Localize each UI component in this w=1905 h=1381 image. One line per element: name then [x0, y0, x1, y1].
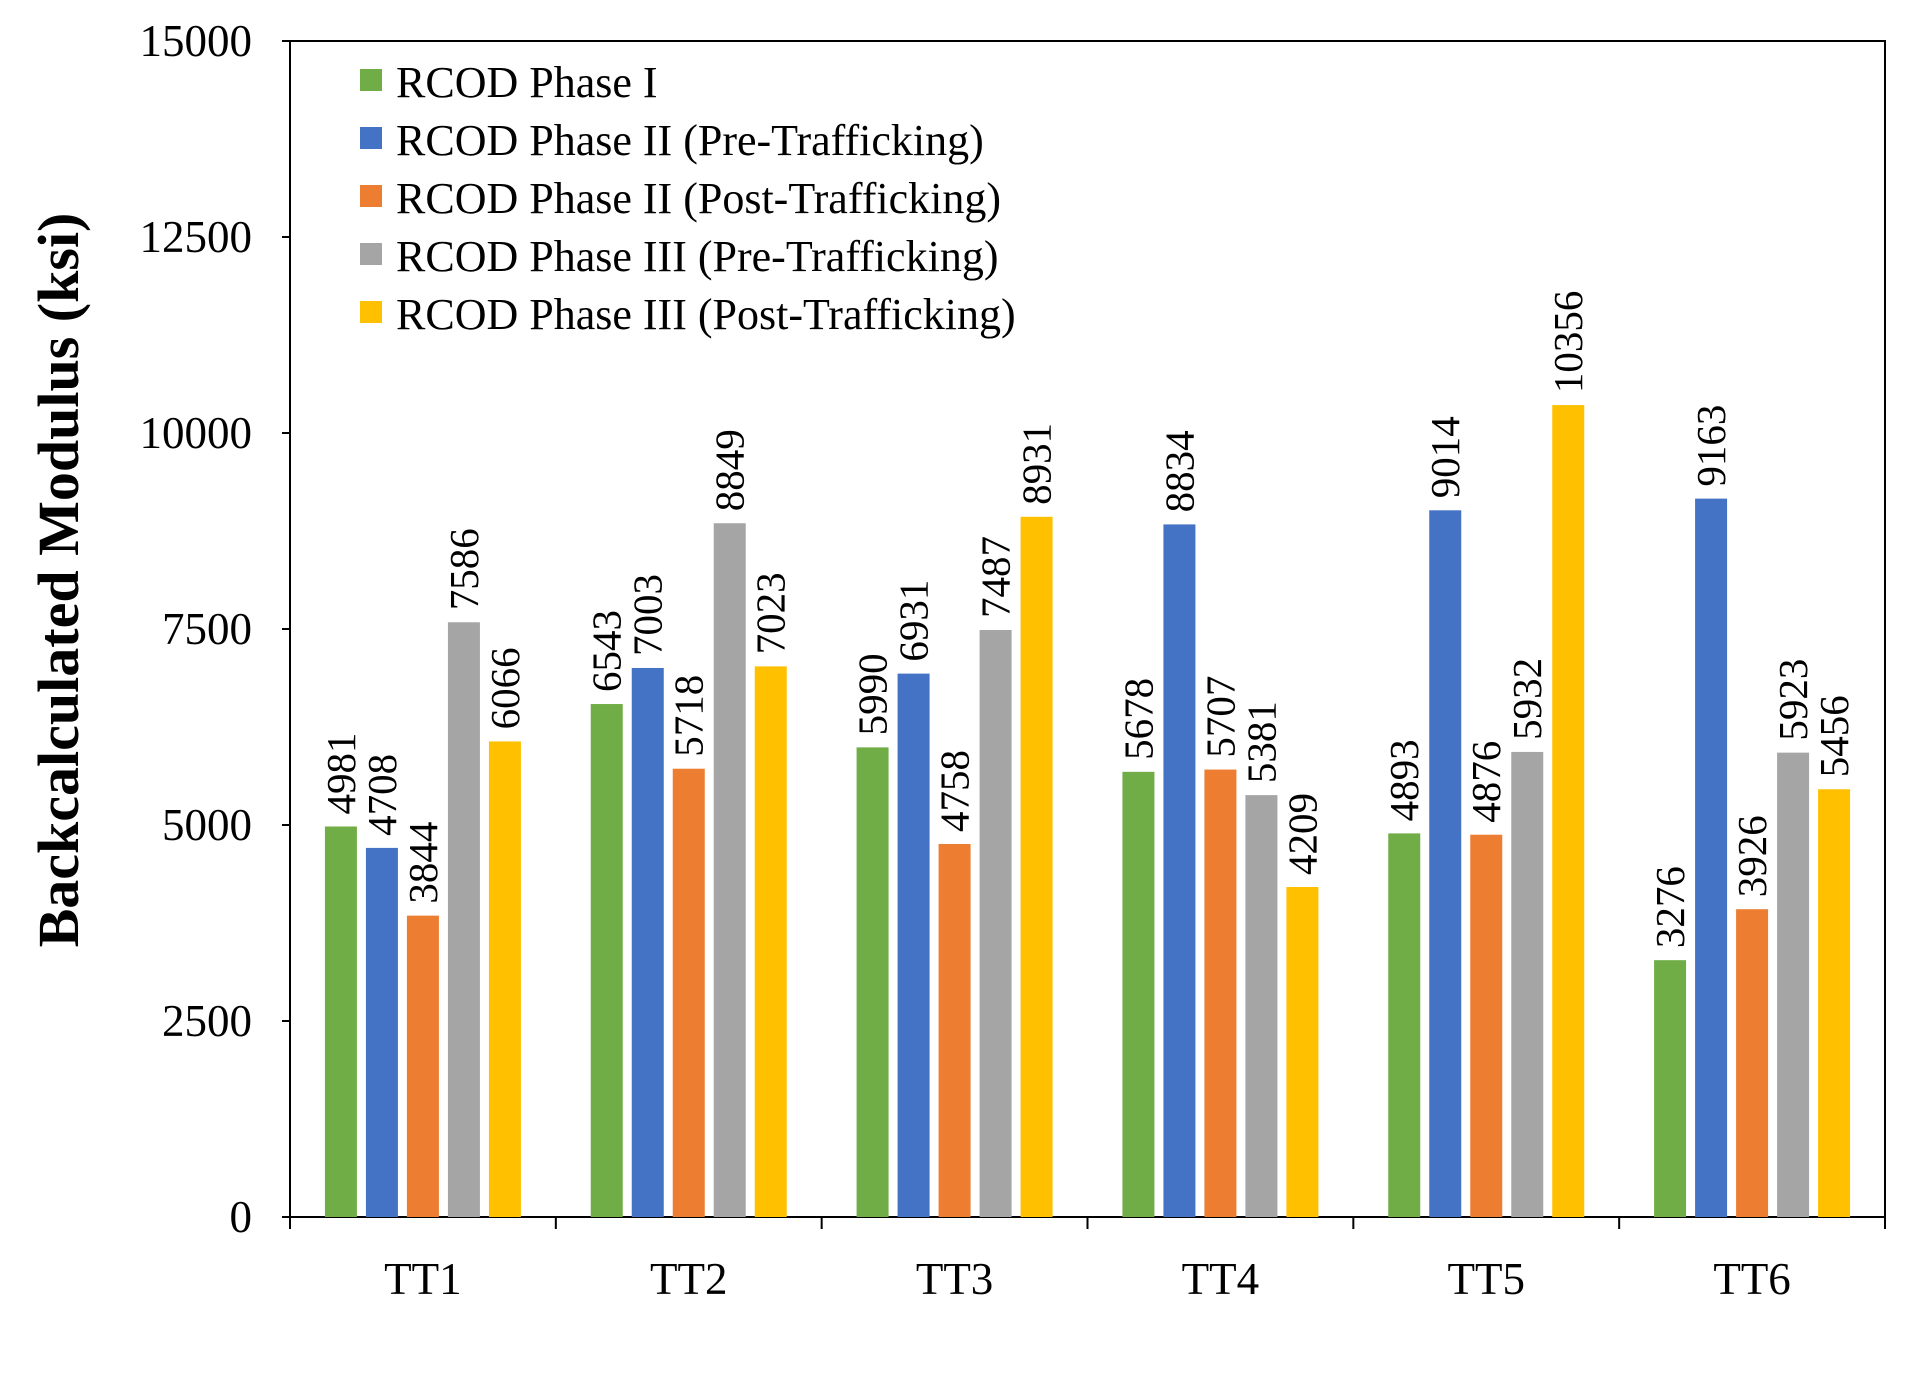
data-label: 6543: [584, 610, 630, 692]
data-label: 10356: [1545, 291, 1591, 394]
bar: [1695, 498, 1728, 1217]
legend-swatch: [360, 69, 382, 91]
bar: [1429, 510, 1462, 1218]
data-label: 7487: [973, 536, 1019, 618]
data-label: 4708: [359, 754, 405, 836]
data-label: 8849: [707, 429, 753, 511]
bar: [488, 741, 521, 1217]
data-label: 8834: [1156, 430, 1202, 512]
y-axis-title: Backcalculated Modulus (ksi): [26, 213, 91, 948]
data-label: 5718: [666, 675, 712, 757]
data-label: 4876: [1463, 741, 1509, 823]
y-tick-label: 2500: [162, 996, 252, 1046]
bars: [324, 405, 1851, 1218]
bar: [1736, 909, 1769, 1217]
bar: [754, 666, 787, 1217]
bar: [1777, 752, 1810, 1217]
data-label: 4758: [932, 750, 978, 832]
bar: [1286, 887, 1319, 1217]
bar: [672, 768, 705, 1217]
y-tick-label: 12500: [140, 212, 253, 262]
data-label: 6931: [891, 580, 937, 662]
data-label: 9014: [1422, 416, 1468, 498]
legend-swatch: [360, 185, 382, 207]
data-label: 3926: [1729, 815, 1775, 897]
y-tick-label: 10000: [140, 408, 253, 458]
bar: [1654, 960, 1687, 1217]
bar: [1204, 769, 1237, 1217]
legend-label: RCOD Phase II (Post-Trafficking): [396, 174, 1001, 223]
bar: [1020, 516, 1053, 1217]
legend-label: RCOD Phase III (Pre-Trafficking): [396, 232, 998, 281]
bar: [365, 847, 398, 1217]
bar: [631, 667, 664, 1217]
data-labels: 4981 6543 5990 5678 4893 3276 4708 7003 6931 8834…: [318, 291, 1857, 949]
data-label: 5456: [1811, 695, 1857, 777]
x-category-label: TT5: [1448, 1254, 1525, 1304]
data-label: 5678: [1115, 678, 1161, 760]
y-tick-label: 15000: [140, 16, 253, 66]
bar: [1818, 789, 1851, 1217]
x-axis: TT1 TT2 TT3 TT4 TT5 TT6: [289, 1217, 1886, 1304]
bar: [897, 673, 930, 1217]
bar: [856, 747, 889, 1217]
data-label: 7003: [625, 574, 671, 656]
x-category-label: TT6: [1713, 1254, 1790, 1304]
data-label: 5923: [1770, 659, 1816, 741]
bar: [1245, 795, 1278, 1217]
data-label: 9163: [1688, 405, 1734, 487]
bar: [1470, 834, 1503, 1217]
bar: [938, 843, 971, 1217]
bar: [1552, 405, 1585, 1217]
legend-label: RCOD Phase II (Pre-Trafficking): [396, 116, 984, 165]
data-label: 8931: [1014, 423, 1060, 505]
bar: [406, 915, 439, 1217]
x-category-label: TT1: [384, 1254, 461, 1304]
data-label: 6066: [482, 647, 528, 729]
y-tick-label: 7500: [162, 604, 252, 654]
bar: [324, 826, 357, 1217]
data-label: 4893: [1381, 739, 1427, 821]
x-category-label: TT4: [1182, 1254, 1259, 1304]
legend: RCOD Phase I RCOD Phase II (Pre-Trafficki…: [360, 58, 1016, 339]
data-label: 5381: [1238, 701, 1284, 783]
data-label: 4209: [1279, 793, 1325, 875]
legend-label: RCOD Phase I: [396, 58, 658, 107]
x-category-label: TT3: [916, 1254, 993, 1304]
bar: [1388, 833, 1421, 1217]
legend-swatch: [360, 127, 382, 149]
bar: [1511, 751, 1544, 1217]
legend-swatch: [360, 301, 382, 323]
bar: [713, 523, 746, 1217]
bar: [447, 622, 480, 1217]
data-label: 5990: [850, 653, 896, 735]
data-label: 7023: [748, 572, 794, 654]
y-tick-label: 0: [230, 1192, 253, 1242]
data-label: 3276: [1647, 866, 1693, 948]
y-axis: 0 2500 5000 7500 10000 12500 15000: [140, 16, 290, 1242]
bar: [1163, 524, 1196, 1217]
data-label: 3844: [400, 822, 446, 904]
data-label: 5932: [1504, 658, 1550, 740]
legend-swatch: [360, 243, 382, 265]
legend-label: RCOD Phase III (Post-Trafficking): [396, 290, 1016, 339]
bar: [1122, 771, 1155, 1217]
y-tick-label: 5000: [162, 800, 252, 850]
data-label: 5707: [1197, 676, 1243, 758]
plot-area: [289, 40, 1886, 1218]
data-label: 7586: [441, 528, 487, 610]
data-label: 4981: [318, 732, 364, 814]
bar: [590, 704, 623, 1217]
bar: [979, 630, 1012, 1217]
x-category-label: TT2: [650, 1254, 727, 1304]
